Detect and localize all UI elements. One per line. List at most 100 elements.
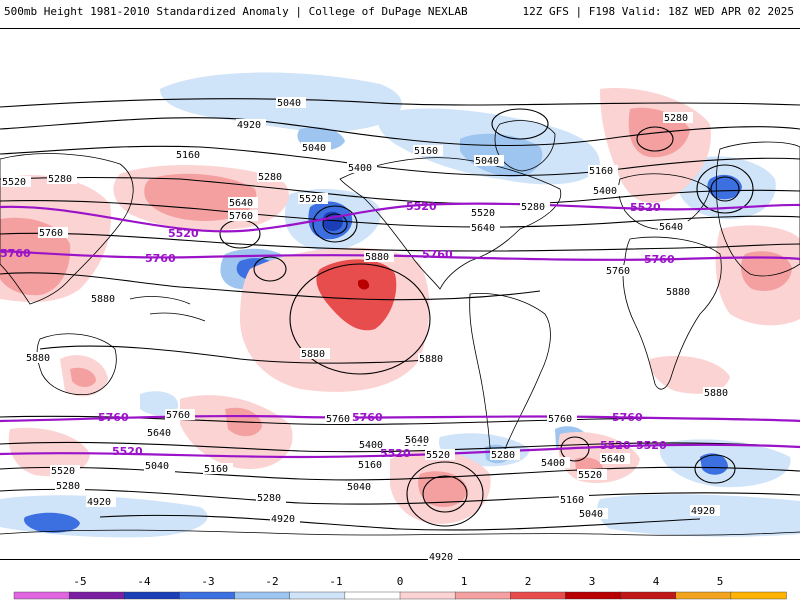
contour-label: 5400 — [541, 458, 565, 469]
coastlines — [0, 120, 800, 536]
colorbar-tick-label: 1 — [461, 575, 468, 588]
purple-contour-5760-north — [0, 249, 800, 261]
contour-label: 5520 — [471, 208, 495, 219]
coastline-indonesia — [129, 296, 206, 322]
anomaly-blob — [24, 512, 80, 533]
contour-low — [636, 126, 674, 152]
contour-label: 5280 — [257, 493, 281, 504]
purple-label: 5760 — [612, 411, 643, 424]
contour-label: 5280 — [48, 174, 72, 185]
contour-label: 5280 — [56, 481, 80, 492]
colorbar-swatch — [730, 591, 787, 600]
contour-label: 5880 — [666, 287, 690, 298]
colorbar-tick-label: 4 — [653, 575, 660, 588]
contour-line — [0, 117, 800, 147]
colorbar-swatches — [13, 591, 787, 600]
contour-label: 5520 — [578, 470, 602, 481]
purple-label: 5760 — [98, 411, 129, 424]
colorbar-tick-label: -3 — [201, 575, 214, 588]
contour-label: 5040 — [145, 461, 169, 472]
contour-low — [696, 164, 754, 214]
model-run-info: 12Z GFS | F198 Valid: 18Z WED APR 02 202… — [522, 5, 794, 18]
contour-label: 5760 — [606, 266, 630, 277]
contour-label: 5880 — [26, 353, 50, 364]
contour-low — [312, 205, 358, 243]
contour-label: 5040 — [579, 509, 603, 520]
contour-line — [0, 200, 800, 228]
colorbar-tick-label: 0 — [397, 575, 404, 588]
colorbar-tick-label: -2 — [265, 575, 278, 588]
contour-label: 5160 — [589, 166, 613, 177]
anomaly-blob — [700, 453, 728, 475]
colorbar-swatch — [510, 591, 567, 600]
contour-label: 5760 — [229, 211, 253, 222]
contour-label: 5160 — [358, 460, 382, 471]
map-canvas: 5040 4920 5040 5160 5280 5520 5160 5040 … — [0, 72, 800, 561]
colorbar-tick-label: 2 — [525, 575, 532, 588]
purple-label: 5520 — [636, 439, 667, 452]
contour-label: 5160 — [204, 464, 228, 475]
contour-label: 5400 — [359, 440, 383, 451]
colorbar-swatch — [179, 591, 236, 600]
purple-label: 5760 — [644, 253, 675, 266]
contour-label: 5280 — [258, 172, 282, 183]
contour-label: 5280 — [491, 450, 515, 461]
contour-label: 5520 — [2, 177, 26, 188]
contour-label: 5760 — [39, 228, 63, 239]
contour-label: 5880 — [301, 349, 325, 360]
contour-label: 5880 — [704, 388, 728, 399]
contour-line — [99, 514, 701, 531]
anomaly-colorbar: -5 -4 -3 -2 -1 0 1 2 3 4 5 — [0, 570, 800, 600]
height-contours — [0, 98, 800, 531]
colorbar-svg: -5 -4 -3 -2 -1 0 1 2 3 4 5 — [13, 575, 787, 600]
contour-label: 5880 — [419, 354, 443, 365]
contour-line — [0, 466, 800, 481]
contour-label: 5640 — [601, 454, 625, 465]
contour-label: 5280 — [521, 202, 545, 213]
colorbar-tick-label: 5 — [717, 575, 724, 588]
contour-label: 5880 — [91, 294, 115, 305]
colorbar-tick-labels: -5 -4 -3 -2 -1 0 1 2 3 4 5 — [73, 575, 723, 588]
contour-label: 5520 — [51, 466, 75, 477]
coastline-asia-east — [715, 141, 800, 277]
contour-line — [39, 345, 441, 364]
contour-label: 5040 — [475, 156, 499, 167]
coastline-antarctica — [0, 529, 800, 536]
contour-label: 5160 — [414, 146, 438, 157]
contour-low — [422, 475, 468, 513]
contour-line — [0, 232, 800, 252]
purple-contour-labels: 5520 5520 5760 5760 5760 5520 5520 5760 … — [0, 200, 675, 460]
purple-label: 5520 — [112, 445, 143, 458]
anomaly-blob — [8, 427, 90, 477]
contour-label: 5160 — [560, 495, 584, 506]
purple-contour-5760-south — [0, 414, 800, 423]
contour-line — [0, 98, 800, 108]
contour-label: 5400 — [593, 186, 617, 197]
contour-line — [0, 488, 800, 505]
contour-label: 5640 — [659, 222, 683, 233]
contour-line — [0, 272, 541, 301]
anomaly-blob — [740, 251, 792, 291]
purple-label: 5760 — [352, 411, 383, 424]
colorbar-swatch — [675, 591, 732, 600]
purple-label: 5760 — [422, 248, 453, 261]
coastline-asia — [0, 153, 134, 305]
map-title: 500mb Height 1981-2010 Standardized Anom… — [4, 5, 468, 18]
contour-label: 4920 — [237, 120, 261, 131]
contour-label: 5880 — [365, 252, 389, 263]
contour-low — [694, 454, 736, 484]
contour-label: 4920 — [87, 497, 111, 508]
contour-label: 5640 — [147, 428, 171, 439]
contour-low — [253, 256, 287, 282]
colorbar-tick-label: 3 — [589, 575, 596, 588]
purple-label: 5760 — [0, 247, 31, 260]
contour-label: 5640 — [405, 435, 429, 446]
colorbar-swatch — [68, 591, 125, 600]
purple-label: 5520 — [630, 201, 661, 214]
colorbar-swatch — [344, 591, 401, 600]
purple-label: 5520 — [168, 227, 199, 240]
contour-low — [491, 108, 549, 140]
colorbar-tick-label: -1 — [329, 575, 342, 588]
colorbar-swatch — [565, 591, 622, 600]
colorbar-swatch — [620, 591, 677, 600]
